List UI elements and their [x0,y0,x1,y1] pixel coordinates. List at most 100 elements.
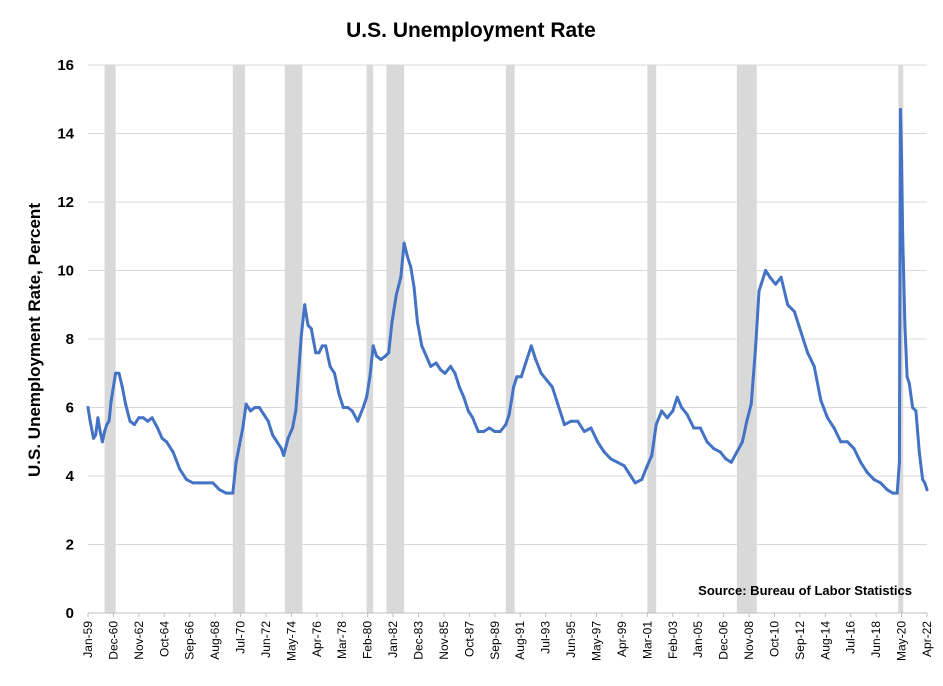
data-point-182 [925,488,929,492]
data-point-127 [654,423,658,427]
x-tick-label-16: Sep-89 [488,621,502,660]
x-tick-label-24: Jan-05 [691,621,705,658]
data-point-156 [812,364,816,368]
data-point-26 [178,467,182,471]
data-point-22 [156,426,160,430]
data-point-9 [107,419,111,423]
data-point-166 [879,481,883,485]
data-point-59 [324,344,328,348]
data-point-25 [171,450,175,454]
data-point-178 [914,409,918,413]
data-point-152 [786,303,790,307]
data-point-169 [895,491,899,495]
data-point-34 [231,491,235,495]
y-axis-label: U.S. Unemployment Rate, Percent [25,203,44,477]
data-point-176 [907,382,911,385]
data-point-147 [759,282,763,286]
data-point-99 [498,430,502,433]
data-point-20 [146,419,150,423]
data-point-49 [291,426,294,430]
x-tick-label-22: Mar-01 [640,621,654,659]
data-point-2 [92,436,95,440]
data-point-17 [132,423,136,427]
data-point-143 [745,419,749,423]
data-point-24 [165,440,168,444]
data-point-126 [650,454,654,457]
data-point-101 [507,412,511,416]
x-tick-label-1: Dec-60 [106,621,120,660]
data-point-74 [387,351,391,355]
data-point-97 [487,426,491,430]
data-point-87 [439,368,443,372]
data-point-114 [576,419,580,423]
x-tick-label-28: Sep-12 [793,621,807,660]
data-point-35 [234,460,238,464]
gridlines [88,64,927,545]
x-tick-label-12: Jan-82 [386,621,400,658]
data-point-103 [515,375,519,379]
data-point-37 [241,426,245,430]
data-point-44 [271,433,275,437]
data-point-13 [117,371,121,375]
data-point-83 [420,344,424,348]
data-point-167 [885,488,889,492]
data-point-175 [905,375,909,379]
data-point-31 [211,481,215,485]
x-tick-label-8: May-74 [284,621,298,661]
data-point-181 [923,481,927,485]
x-tick-label-3: Oct-64 [157,621,171,657]
data-point-129 [665,416,669,420]
data-point-57 [317,351,321,355]
data-point-39 [249,409,252,413]
data-point-48 [286,436,290,440]
data-point-94 [471,416,475,420]
data-point-165 [872,477,876,481]
y-tick-label-0: 0 [66,605,74,622]
series-layer [86,108,929,495]
data-point-161 [845,440,849,444]
data-point-160 [839,440,843,444]
y-tick-label-2: 4 [66,468,75,485]
data-point-42 [262,412,266,416]
data-point-128 [660,409,664,413]
data-point-116 [589,426,593,430]
data-point-73 [383,354,387,358]
data-point-55 [309,327,313,331]
y-tick-label-8: 16 [57,57,74,74]
data-point-153 [792,310,796,314]
data-point-151 [779,275,783,279]
data-point-106 [529,344,533,348]
x-tick-label-13: Dec-83 [412,621,426,660]
y-tick-label-5: 10 [57,263,74,280]
data-point-52 [299,334,303,338]
x-tick-label-14: Nov-85 [437,621,451,660]
data-point-138 [718,450,722,454]
data-point-86 [434,361,438,365]
data-point-10 [109,399,113,403]
x-tick-label-31: Jun-18 [869,621,883,658]
x-tick-label-5: Aug-68 [208,621,222,660]
data-point-28 [191,481,195,485]
data-point-15 [124,402,128,406]
data-point-36 [237,443,241,447]
data-point-136 [705,440,709,444]
data-point-51 [297,364,301,368]
data-point-7 [103,430,107,433]
data-point-38 [244,402,248,406]
data-point-163 [859,460,863,464]
x-tick-label-17: Aug-91 [513,621,527,660]
data-point-46 [279,447,283,451]
data-point-171 [899,108,902,111]
data-point-149 [768,275,772,279]
x-tick-label-29: Aug-14 [818,621,832,660]
x-tick-label-26: Nov-08 [742,621,756,660]
data-point-84 [424,354,428,358]
data-point-41 [257,406,261,409]
chart-title: U.S. Unemployment Rate [346,19,596,42]
data-point-70 [371,344,375,348]
data-point-95 [476,430,480,433]
y-tick-label-1: 2 [66,537,74,554]
data-point-90 [453,371,457,375]
data-point-125 [645,464,649,468]
data-point-164 [865,471,869,475]
